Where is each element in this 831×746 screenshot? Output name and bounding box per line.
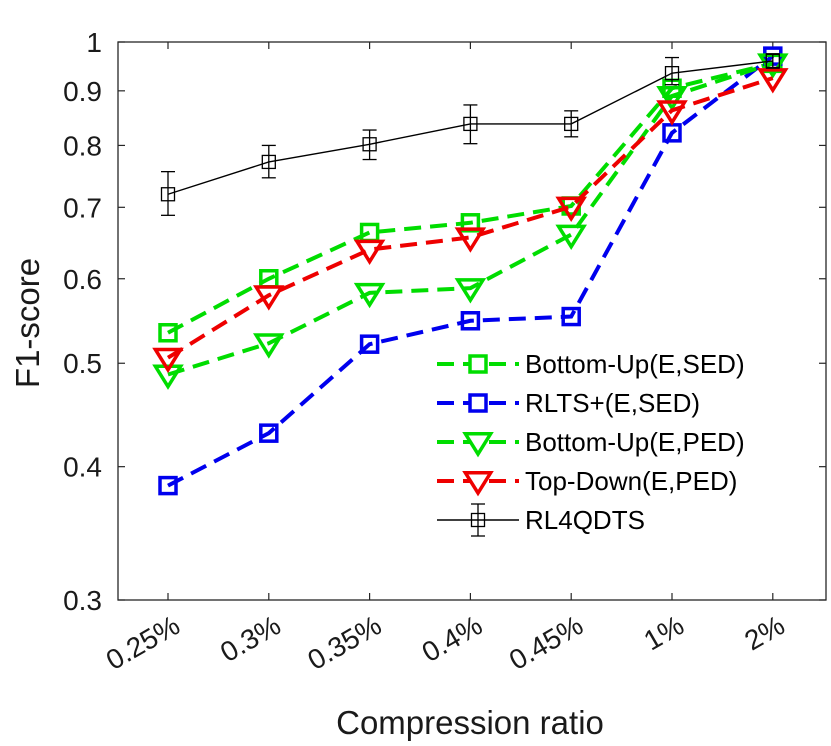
data-point [564, 116, 579, 132]
series-line [166, 76, 774, 360]
legend-marker [462, 471, 494, 497]
data-point [259, 423, 279, 443]
legend-item-rlts-e-sed: RLTS+(E,SED) [437, 388, 700, 418]
series-layer [152, 46, 789, 496]
legend-marker [462, 432, 494, 458]
data-point [664, 65, 680, 81]
data-point [158, 323, 178, 343]
series-bottom-up-e-ped [152, 53, 789, 390]
legend-label: Top-Down(E,PED) [525, 466, 737, 496]
data-point [757, 68, 789, 94]
data-point [454, 227, 487, 253]
legend-item-top-down-e-ped: Top-Down(E,PED) [437, 466, 737, 497]
data-point [353, 282, 386, 309]
data-point [555, 224, 587, 250]
legend-label: Bottom-Up(E,PED) [525, 427, 745, 457]
legend-label: RL4QDTS [525, 505, 645, 535]
data-point [160, 187, 176, 202]
legend-item-bottom-up-e-ped: Bottom-Up(E,PED) [437, 427, 745, 458]
legend-label: RLTS+(E,SED) [525, 388, 700, 418]
axes-frame [117, 41, 827, 601]
series-top-down-e-ped [152, 68, 789, 374]
data-point [656, 86, 688, 112]
data-point [454, 278, 487, 304]
y-tick-label: 0.4 [63, 452, 102, 483]
series-line [167, 61, 774, 377]
data-point [656, 100, 688, 126]
y-tick-label: 1 [86, 27, 102, 58]
legend-item-bottom-up-e-sed: Bottom-Up(E,SED) [437, 349, 745, 379]
y-axis-title: F1-score [9, 258, 46, 388]
series-rl4qdts [160, 53, 780, 216]
data-point [463, 116, 478, 132]
y-tick-label: 0.7 [63, 192, 102, 223]
y-tick-label: 0.3 [63, 585, 102, 616]
data-point [359, 334, 380, 354]
legend-item-rl4qdts: RL4QDTS [437, 503, 645, 537]
series-line [167, 54, 775, 488]
legend-marker [468, 354, 488, 374]
legend-marker [470, 512, 486, 528]
legend-marker [468, 393, 488, 413]
y-tick-label: 0.5 [63, 348, 102, 379]
data-point [555, 196, 587, 223]
data-point [253, 333, 285, 359]
data-point [158, 475, 178, 496]
plot-frame [117, 41, 827, 601]
y-tick-label: 0.6 [63, 264, 102, 295]
series-rlts-e-sed [158, 46, 783, 496]
legend: Bottom-Up(E,SED) RLTS+(E,SED) Bottom-Up(E,… [430, 337, 792, 547]
data-point [561, 306, 581, 327]
y-tick-label: 0.8 [63, 130, 102, 161]
data-point [253, 285, 285, 311]
data-point [765, 53, 780, 69]
data-point [353, 239, 386, 265]
data-point [152, 364, 184, 390]
data-point [460, 311, 481, 331]
data-point [152, 347, 184, 374]
data-point [261, 154, 276, 170]
legend-label: Bottom-Up(E,SED) [525, 349, 745, 379]
data-point [362, 137, 377, 152]
x-axis-title: Compression ratio [336, 704, 604, 741]
y-tick-label: 0.9 [63, 76, 102, 107]
